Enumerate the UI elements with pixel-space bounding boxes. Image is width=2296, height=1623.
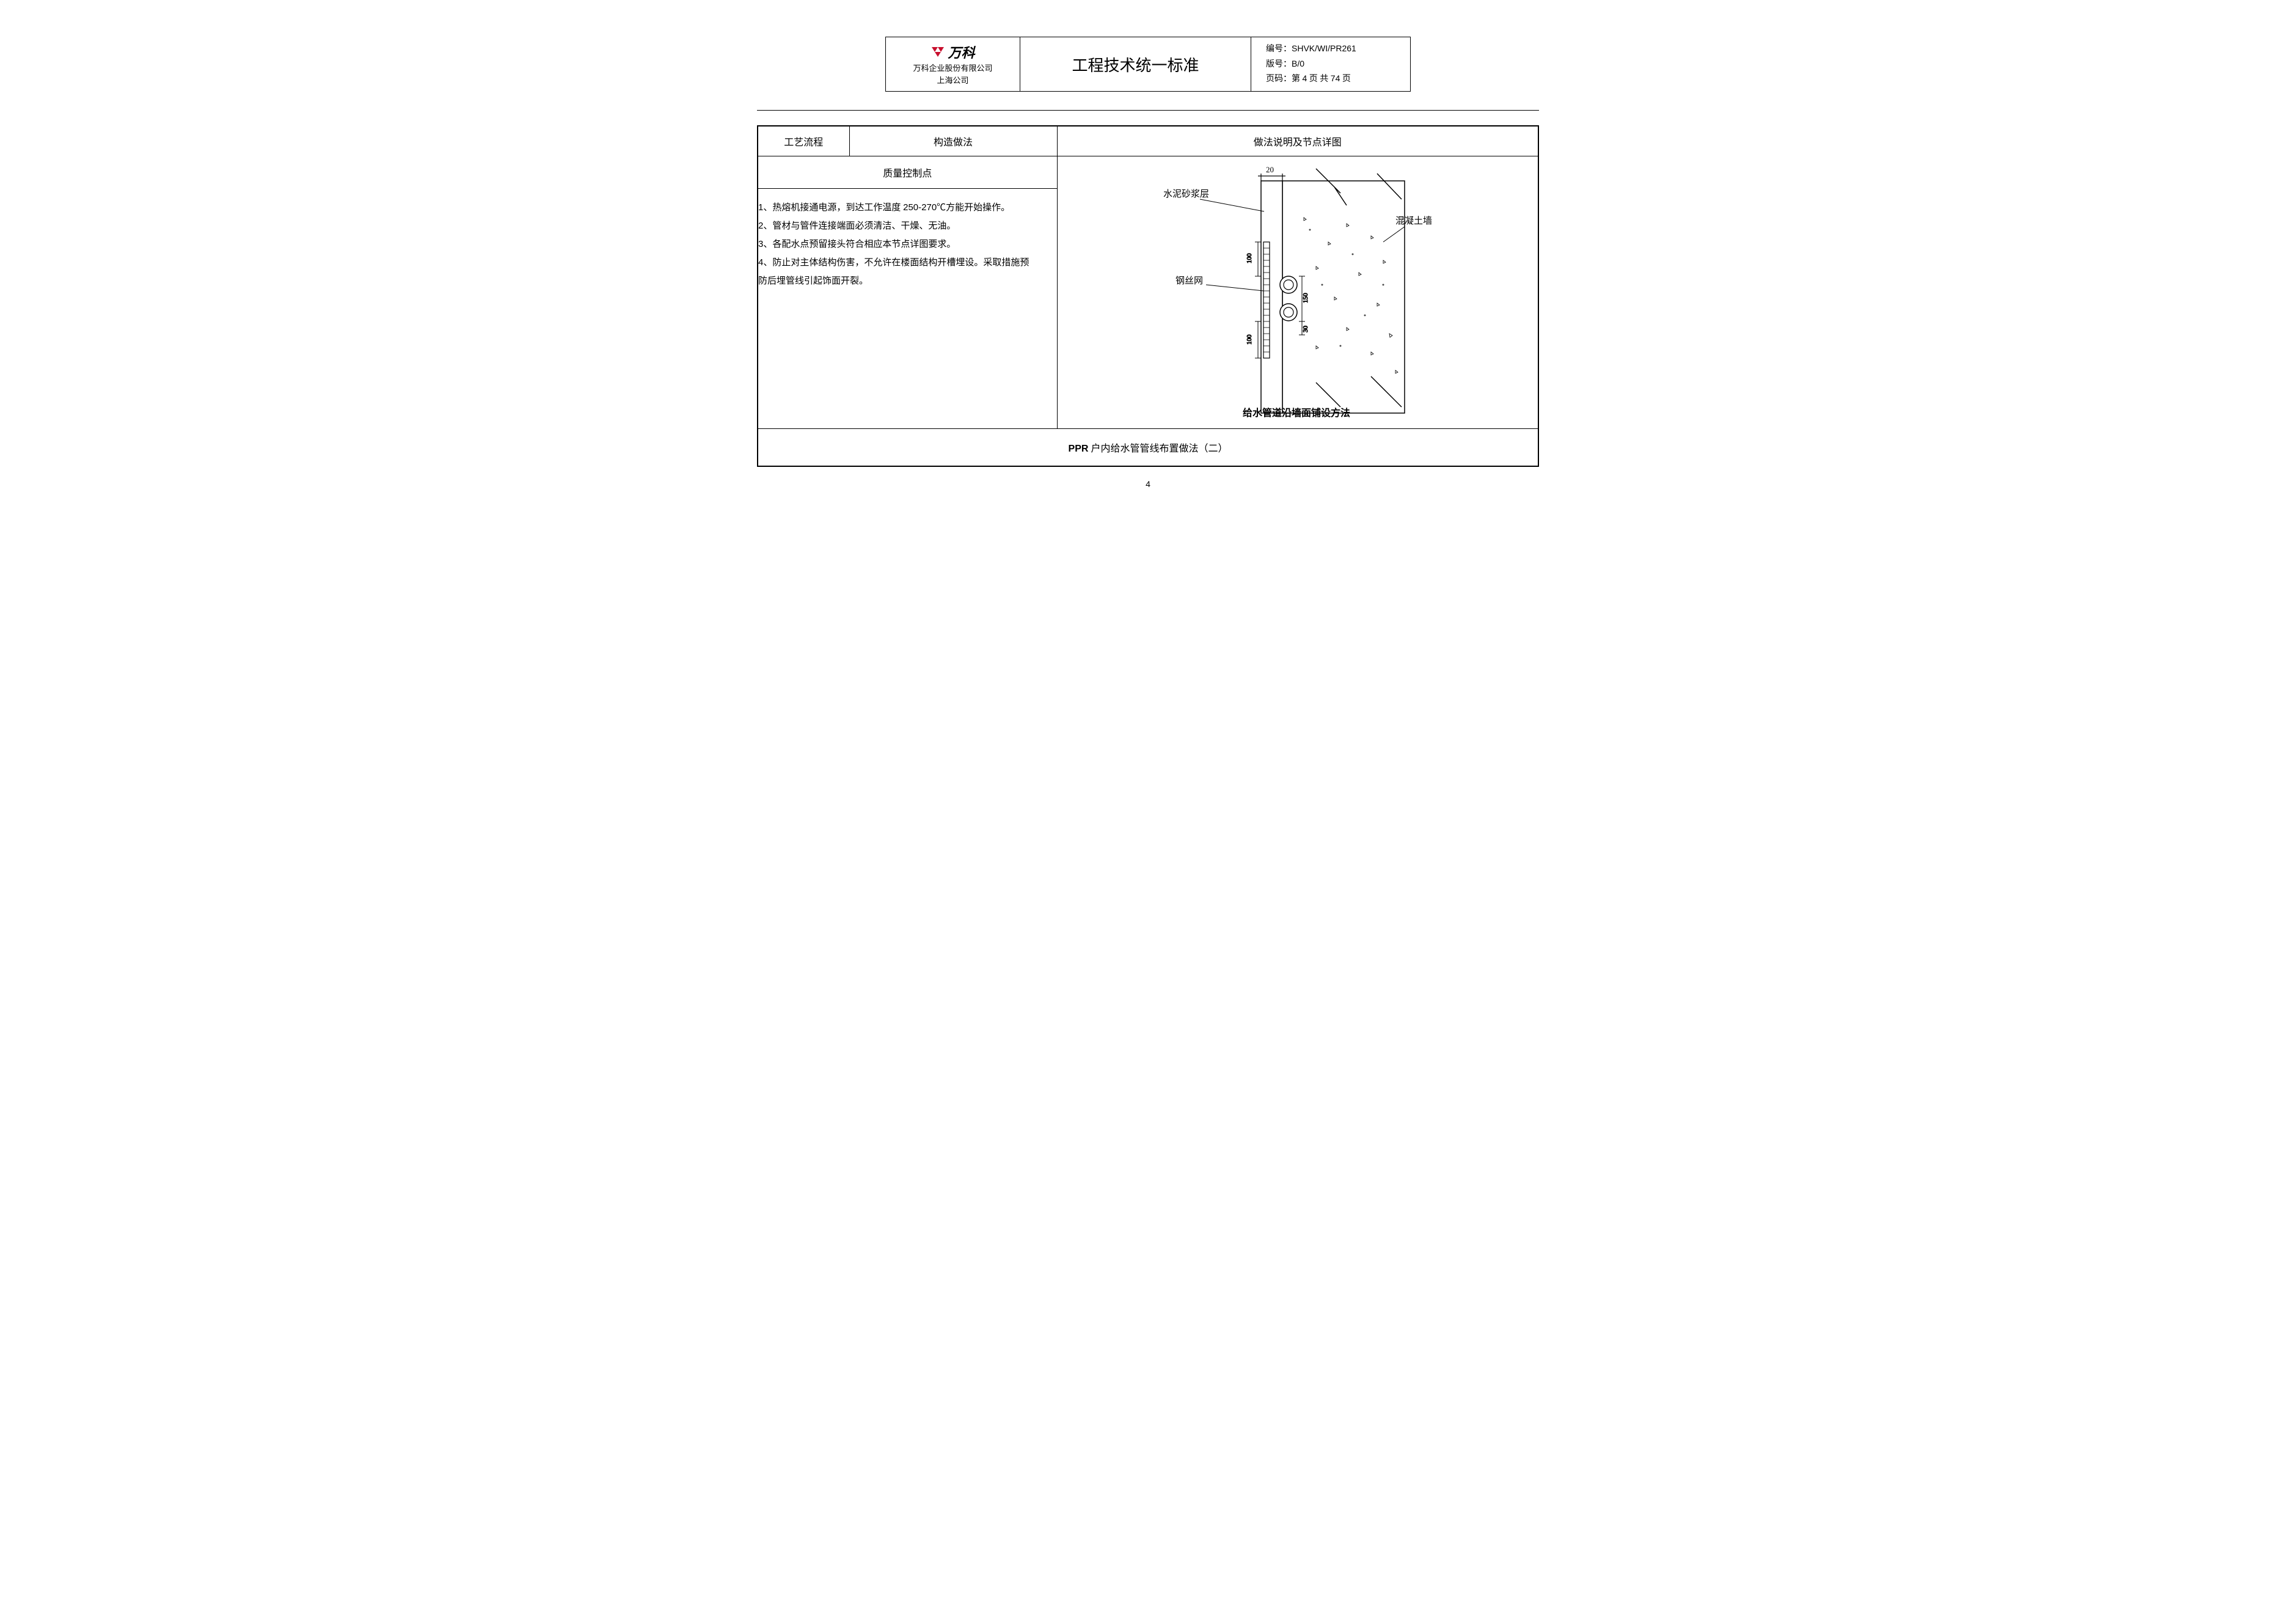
label-mesh: 钢丝网: [1175, 276, 1203, 286]
logo-text: 万科: [948, 42, 974, 62]
label-wall: 混凝土墙: [1395, 216, 1432, 226]
col-header-process: 工艺流程: [758, 126, 849, 156]
table-footer-row: PPR 户内给水管管线布置做法（二）: [758, 429, 1538, 467]
main-table: 工艺流程 构造做法 做法说明及节点详图 质量控制点 1、热熔机接通电源，到达工作…: [757, 125, 1539, 467]
diagram-cell: 20: [1057, 156, 1538, 429]
qc-title: 质量控制点: [758, 156, 1057, 189]
company-name: 万科企业股份有限公司: [913, 63, 992, 74]
qc-cell: 质量控制点 1、热熔机接通电源，到达工作温度 250-270℃方能开始操作。 2…: [758, 156, 1057, 429]
dim-20: 20: [1266, 165, 1274, 174]
company-branch: 上海公司: [937, 75, 968, 86]
dim-30: 30: [1302, 326, 1309, 333]
qc-item: 3、各配水点预留接头符合相应本节点详图要求。: [758, 235, 1052, 254]
diagram-wrap: 20: [1163, 163, 1432, 422]
page: 万科 万科企业股份有限公司 上海公司 工程技术统一标准 编号：SHVK/WI/P…: [757, 37, 1539, 489]
qc-item-tail: 防后埋管线引起饰面开裂。: [758, 272, 1052, 290]
meta-code: 编号：SHVK/WI/PR261: [1266, 42, 1356, 57]
meta-page: 页码：第 4 页 共 74 页: [1266, 71, 1351, 87]
col-header-method: 构造做法: [849, 126, 1057, 156]
table-header-row: 工艺流程 构造做法 做法说明及节点详图: [758, 126, 1538, 156]
footer-rest: 户内给水管管线布置做法（二）: [1088, 444, 1227, 454]
dim-100b: 100: [1246, 334, 1253, 345]
document-title: 工程技术统一标准: [1072, 53, 1199, 76]
qc-list: 1、热熔机接通电源，到达工作温度 250-270℃方能开始操作。 2、管材与管件…: [758, 189, 1057, 300]
qc-item: 2、管材与管件连接端面必须清洁、干燥、无油。: [758, 217, 1052, 235]
divider: [757, 110, 1539, 111]
header-title-cell: 工程技术统一标准: [1020, 37, 1251, 91]
qc-item: 4、防止对主体结构伤害，不允许在楼面结构开槽埋设。采取措施预: [758, 254, 1052, 272]
header-company-cell: 万科 万科企业股份有限公司 上海公司: [886, 37, 1020, 91]
page-number: 4: [757, 479, 1539, 489]
label-mortar: 水泥砂浆层: [1163, 188, 1209, 199]
dim-150: 150: [1302, 293, 1309, 303]
table-footer-cell: PPR 户内给水管管线布置做法（二）: [758, 429, 1538, 467]
header-meta-cell: 编号：SHVK/WI/PR261 版号：B/0 页码：第 4 页 共 74 页: [1251, 37, 1410, 91]
dim-100a: 100: [1246, 253, 1253, 263]
qc-item: 1、热熔机接通电源，到达工作温度 250-270℃方能开始操作。: [758, 199, 1052, 217]
diagram-caption: 给水管道沿墙面铺设方法: [1243, 407, 1350, 419]
meta-version: 版号：B/0: [1266, 57, 1304, 72]
table-body-row: 质量控制点 1、热熔机接通电源，到达工作温度 250-270℃方能开始操作。 2…: [758, 156, 1538, 429]
wall-section-diagram: 20: [1163, 163, 1432, 419]
logo-row: 万科: [930, 42, 974, 62]
vanke-logo-icon: [930, 45, 945, 59]
col-header-detail: 做法说明及节点详图: [1057, 126, 1538, 156]
footer-bold: PPR: [1069, 444, 1089, 454]
document-header: 万科 万科企业股份有限公司 上海公司 工程技术统一标准 编号：SHVK/WI/P…: [885, 37, 1411, 92]
